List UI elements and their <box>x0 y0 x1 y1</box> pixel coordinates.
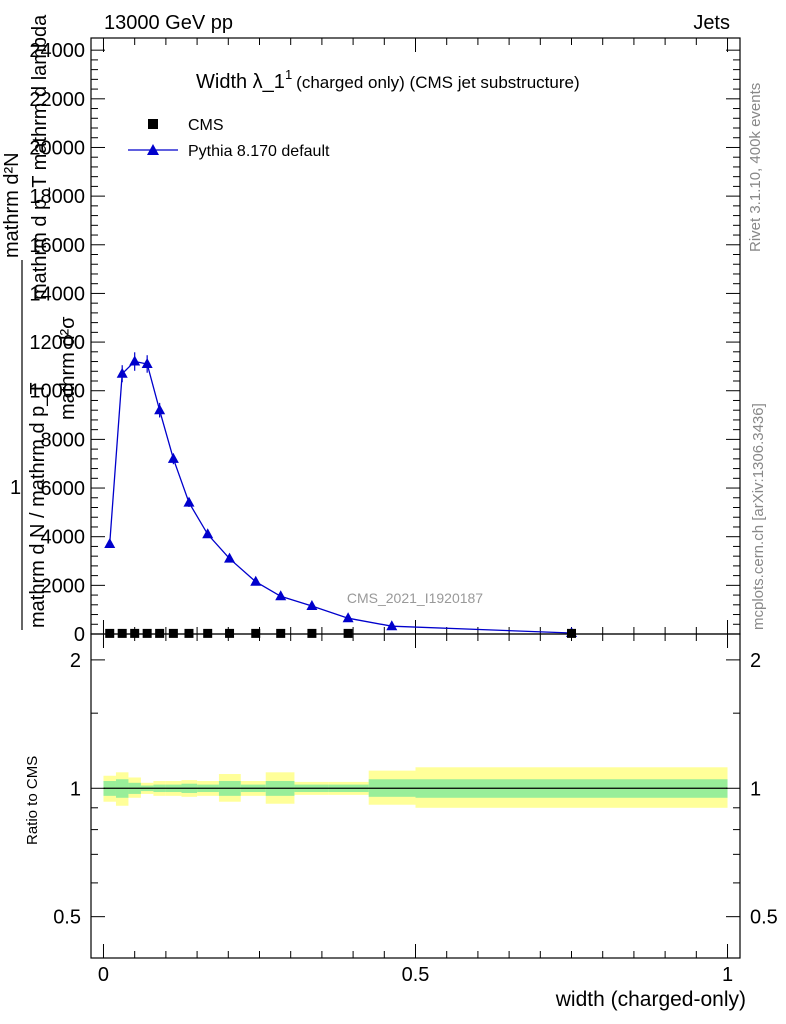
rivet-label: Rivet 3.1.10, 400k events <box>747 83 764 252</box>
analysis-watermark: CMS_2021_I1920187 <box>347 590 483 606</box>
cms-point <box>184 628 194 638</box>
main-ytick-label: 24000 <box>29 40 85 62</box>
data-series <box>105 628 577 638</box>
cms-point <box>168 628 178 638</box>
jets-label: Jets <box>693 12 730 34</box>
main-ytick-label: 16000 <box>29 235 85 257</box>
cms-point <box>130 628 140 638</box>
cms-point <box>251 628 261 638</box>
plot-title-sub: (charged only) (CMS jet substructure) <box>296 73 579 92</box>
main-ytick-label: 8000 <box>41 429 86 451</box>
main-ytick-label: 10000 <box>29 381 85 403</box>
ratio-panel: 0.5 0.51 12 2 0 0.5 1 <box>53 633 778 986</box>
mc-point <box>116 367 128 378</box>
ratio-xticks: 0 0.5 1 <box>98 634 733 986</box>
main-ytick-label: 20000 <box>29 137 85 159</box>
legend-cms-marker <box>148 119 158 129</box>
ylabel-bot: mathrm d²σ <box>57 316 79 420</box>
cms-point <box>307 628 317 638</box>
ratio-xtick-label: 1 <box>722 964 733 986</box>
xlabel: width (charged-only) <box>555 988 746 1011</box>
main-ytick-label: 4000 <box>41 527 86 549</box>
energy-label: 13000 GeV pp <box>104 12 233 34</box>
cms-point <box>343 628 353 638</box>
main-ytick-label: 12000 <box>29 332 85 354</box>
cms-point <box>117 628 127 638</box>
mc-point <box>167 452 179 463</box>
ylabel-mid2: mathrm d N / mathrm d p_T <box>27 382 49 628</box>
legend-mc-label: Pythia 8.170 default <box>188 143 330 160</box>
plot-title-main: Width λ_1 <box>196 71 285 93</box>
legend: CMS Pythia 8.170 default <box>128 117 330 160</box>
mc-line <box>109 360 572 634</box>
mc-point <box>154 404 166 415</box>
legend-cms-label: CMS <box>188 117 224 134</box>
ratio-xtick-label: 0 <box>98 964 109 986</box>
mcplots-label: mcplots.cern.ch [arXiv:1306.3436] <box>750 403 767 630</box>
mc-point <box>386 620 398 631</box>
cms-point <box>276 628 286 638</box>
ylabel-one: 1 <box>10 477 21 499</box>
ratio-ytick-label: 1 <box>70 778 81 800</box>
mc-point <box>250 575 262 586</box>
mc-point <box>183 496 195 507</box>
cms-point <box>155 628 165 638</box>
cms-point <box>567 628 577 638</box>
mc-point <box>342 612 354 623</box>
ratio-ytick-label: 0.5 <box>53 907 81 929</box>
main-ytick-label: 2000 <box>41 575 86 597</box>
ratio-ytick-label: 2 <box>70 650 81 672</box>
legend-mc-marker <box>147 144 159 155</box>
mc-point <box>141 357 153 368</box>
ratio-yticks: 0.5 0.5 1 1 2 2 <box>53 650 778 929</box>
mc-point <box>202 528 214 539</box>
mc-point <box>224 552 236 563</box>
mc-point <box>306 600 318 611</box>
main-ytick-label: 22000 <box>29 89 85 111</box>
ratio-ytick-label-right: 1 <box>750 778 761 800</box>
mc-point <box>129 355 141 366</box>
main-ylabel: mathrm d²N mathrm d p_T mathrm d lambda … <box>1 14 79 630</box>
ylabel-top: mathrm d²N <box>1 152 23 258</box>
main-panel: 0 2000 4000 6000 8000 10000 12000 14000 16000 180… <box>29 37 741 646</box>
ratio-ytick-label-right: 2 <box>750 650 761 672</box>
main-yticks: 0 2000 4000 6000 8000 10000 12000 14000 16000 180… <box>29 40 740 646</box>
ratio-ylabel: Ratio to CMS <box>24 756 41 845</box>
ratio-xtick-label: 0.5 <box>402 964 430 986</box>
plot-title-sup: 1 <box>285 67 292 82</box>
cms-point <box>203 628 213 638</box>
main-ytick-label: 0 <box>74 624 85 646</box>
mc-series <box>104 352 578 638</box>
mc-point <box>275 590 287 601</box>
ratio-bands <box>103 767 728 808</box>
ratio-ytick-label-right: 0.5 <box>750 907 778 929</box>
cms-point <box>225 628 235 638</box>
mc-point <box>104 537 116 548</box>
main-ytick-label: 14000 <box>29 283 85 305</box>
plot-title: Width λ_11 (charged only) (CMS jet substr… <box>196 67 580 93</box>
cms-point <box>142 628 152 638</box>
cms-point <box>105 628 115 638</box>
main-ytick-label: 6000 <box>41 478 86 500</box>
ylabel-mid1: mathrm d p_T mathrm d lambda <box>29 14 51 300</box>
main-xticks <box>102 38 729 634</box>
main-ytick-label: 18000 <box>29 186 85 208</box>
